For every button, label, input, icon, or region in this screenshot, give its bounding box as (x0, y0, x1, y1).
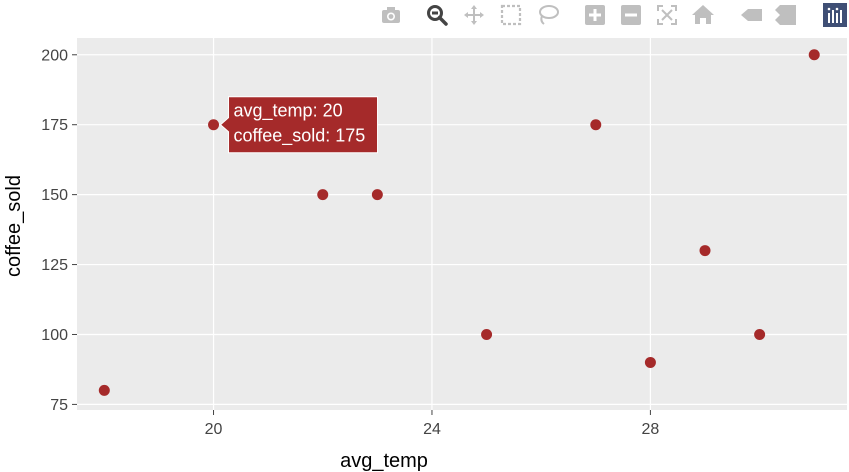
spike-lines-icon (741, 9, 762, 21)
plot-area[interactable] (77, 38, 847, 410)
reset-axes-button[interactable] (690, 2, 716, 28)
pan-button[interactable] (461, 2, 487, 28)
y-tick-label: 100 (41, 327, 68, 344)
data-point[interactable] (808, 49, 820, 61)
x-tick-label: 28 (642, 421, 660, 438)
data-point[interactable] (98, 384, 110, 396)
zoom-button[interactable] (424, 2, 450, 28)
data-point[interactable] (699, 245, 711, 257)
autoscale-icon (657, 5, 677, 25)
lasso-select-icon (539, 5, 559, 25)
box-select-button[interactable] (498, 2, 524, 28)
y-tick-label: 175 (41, 117, 68, 134)
y-axis-title: coffee_sold (3, 175, 25, 277)
modebar (0, 0, 849, 30)
x-axis-title: avg_temp (340, 450, 428, 472)
x-tick-label: 24 (423, 421, 441, 438)
box-select-icon (500, 4, 522, 26)
zoom-out-icon (621, 5, 641, 25)
tooltip-y-value: coffee_sold: 175 (234, 126, 366, 147)
compare-hover-button[interactable] (772, 2, 798, 28)
y-tick-label: 75 (50, 397, 68, 414)
zoom-in-icon (585, 5, 605, 25)
data-point[interactable] (208, 119, 220, 131)
data-point[interactable] (317, 189, 329, 201)
data-point[interactable] (371, 189, 383, 201)
y-tick-label: 200 (41, 47, 68, 64)
camera-icon (382, 7, 400, 23)
tooltip-box (219, 96, 379, 154)
x-tick-label: 20 (205, 421, 223, 438)
spike-lines-button[interactable] (738, 2, 764, 28)
compare-hover-icon (775, 5, 796, 25)
zoom-icon (427, 5, 448, 26)
data-point[interactable] (481, 328, 493, 340)
zoom-in-button[interactable] (582, 2, 608, 28)
tick-labels: 20 24 28 75 100 125 150 175 200 (41, 47, 659, 438)
lasso-select-button[interactable] (535, 2, 561, 28)
data-point[interactable] (754, 328, 766, 340)
camera-button[interactable] (378, 2, 404, 28)
hover-tooltip: avg_temp: 20 coffee_sold: 175 (219, 96, 379, 154)
autoscale-button[interactable] (654, 2, 680, 28)
gridlines (72, 38, 847, 415)
data-points (98, 49, 820, 396)
tooltip-x-value: avg_temp: 20 (234, 101, 343, 122)
pan-icon (464, 5, 484, 25)
plotly-logo-button[interactable] (822, 2, 848, 28)
data-point[interactable] (590, 119, 602, 131)
data-point[interactable] (644, 356, 656, 368)
plotly-logo-icon (823, 3, 847, 27)
reset-axes-icon (692, 5, 714, 24)
y-tick-label: 150 (41, 187, 68, 204)
y-tick-label: 125 (41, 257, 68, 274)
zoom-out-button[interactable] (618, 2, 644, 28)
